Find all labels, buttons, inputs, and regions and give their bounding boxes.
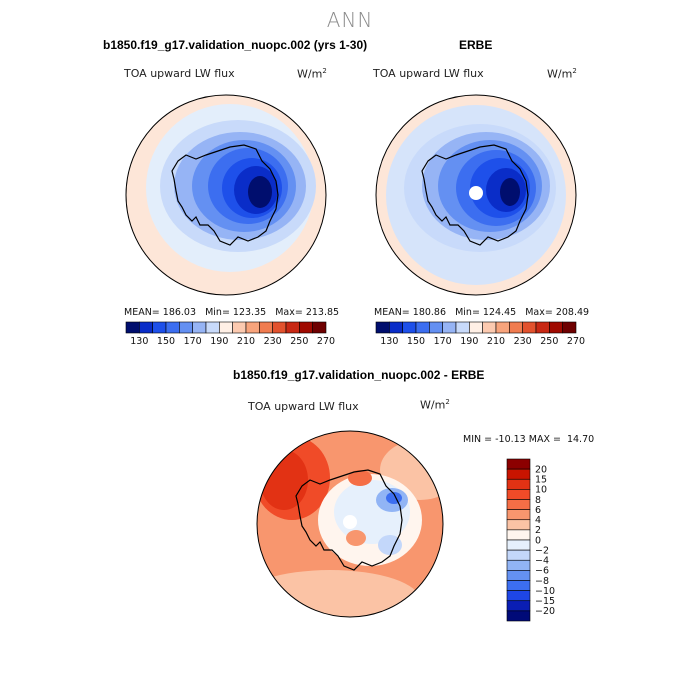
model-colorbar-tick-label: 130 [130,336,148,347]
model-colorbar-swatch [125,321,140,334]
model-units: W/m2 [297,67,327,81]
diff-colorbar-tick-label: 0 [535,535,541,546]
obs-colorbar-swatch [442,321,457,334]
diff-colorbar-tick-label: 20 [535,464,547,475]
model-colorbar-swatch [299,321,313,334]
model-colorbar-swatch [285,321,300,334]
obs-colorbar-tick-label: 150 [407,336,425,347]
diff-colorbar-swatch [506,468,531,480]
diff-colorbar-swatch [506,539,531,551]
obs-colorbar-swatch [469,321,483,334]
obs-colorbar-swatch [402,321,417,334]
obs-colorbar-tick-label: 190 [460,336,478,347]
diff-colorbar-tick-label: 2 [535,525,541,536]
diff-colorbar-tick-label: −8 [535,576,549,587]
obs-colorbar-tick-label: 170 [434,336,452,347]
model-polar-map [125,94,327,296]
model-colorbar: 130 150 170 190 210 230 250 270 [125,321,335,347]
diff-colorbar-swatch [506,529,531,541]
model-panel-title: b1850.f19_g17.validation_nuopc.002 (yrs … [103,38,368,52]
obs-colorbar-tick-label: 130 [380,336,398,347]
diff-polar-map [256,430,444,618]
model-colorbar-swatch [139,321,153,334]
obs-colorbar-swatch [535,321,550,334]
model-colorbar-tick-label: 170 [184,336,202,347]
model-colorbar-tick-label: 190 [210,336,228,347]
diff-colorbar-swatch [506,499,531,510]
obs-colorbar-swatch [429,321,443,334]
diff-colorbar-swatch [506,559,531,571]
model-colorbar-tick-label: 230 [264,336,282,347]
obs-colorbar-swatch [415,321,430,334]
diff-colorbar-swatch [506,509,531,521]
diff-colorbar-swatch [506,580,531,591]
diff-colorbar-tick-label: −15 [535,596,555,607]
obs-variable-label: TOA upward LW flux [373,67,484,80]
diff-colorbar-tick-label: 4 [535,515,541,526]
diff-colorbar-tick-label: 6 [535,505,541,516]
model-colorbar-swatch [312,321,327,334]
model-colorbar-swatch [152,321,167,334]
obs-colorbar-swatch [562,321,577,334]
diff-colorbar-swatch [506,458,531,470]
diff-colorbar-swatch [506,549,531,561]
obs-colorbar-tick-label: 250 [540,336,558,347]
model-colorbar-swatch [179,321,193,334]
obs-polar-map [375,94,577,296]
diff-units: W/m2 [420,398,450,412]
diff-colorbar-tick-label: −10 [535,586,555,597]
obs-colorbar-swatch [482,321,497,334]
season-title: ANN [326,8,374,32]
diff-stats: MIN = -10.13 MAX = 14.70 [463,434,595,445]
model-stats: MEAN= 186.03 Min= 123.35 Max= 213.85 [124,307,340,318]
model-colorbar-tick-label: 210 [237,336,255,347]
obs-colorbar-swatch [455,321,470,334]
obs-stats: MEAN= 180.86 Min= 124.45 Max= 208.49 [374,307,590,318]
obs-colorbar-swatch [522,321,537,334]
diff-colorbar-swatch [506,478,531,490]
obs-colorbar-tick-label: 230 [514,336,532,347]
diff-colorbar-swatch [506,519,531,531]
obs-colorbar-swatch [549,321,563,334]
obs-panel-title: ERBE [459,38,493,52]
diff-colorbar-tick-label: −2 [535,545,549,556]
diff-colorbar-swatch [506,610,531,622]
model-colorbar-swatch [232,321,247,334]
diff-colorbar-tick-label: −6 [535,566,549,577]
model-colorbar-swatch [259,321,273,334]
model-colorbar-swatch [245,321,260,334]
diff-colorbar-swatch [506,600,531,612]
model-colorbar-tick-label: 270 [317,336,335,347]
model-colorbar-swatch [165,321,180,334]
diff-colorbar-tick-label: 15 [535,475,547,486]
diff-colorbar-tick-label: 10 [535,485,547,496]
model-colorbar-swatch [205,321,220,334]
diff-colorbar-swatch [506,489,531,500]
model-variable-label: TOA upward LW flux [124,67,235,80]
model-colorbar-tick-label: 150 [157,336,175,347]
model-colorbar-swatch [219,321,233,334]
diff-colorbar-swatch [506,590,531,602]
obs-colorbar-tick-label: 270 [567,336,585,347]
model-colorbar-swatch [192,321,207,334]
diff-panel-title: b1850.f19_g17.validation_nuopc.002 - ERB… [233,368,485,382]
obs-colorbar-swatch [375,321,390,334]
obs-colorbar-swatch [389,321,403,334]
obs-colorbar-swatch [495,321,510,334]
diff-colorbar-tick-label: −4 [535,556,549,567]
obs-colorbar: 130 150 170 190 210 230 250 270 [375,321,585,347]
diff-colorbar-tick-label: −20 [535,606,555,617]
obs-colorbar-tick-label: 210 [487,336,505,347]
diff-variable-label: TOA upward LW flux [248,400,359,413]
model-colorbar-swatch [272,321,287,334]
obs-units: W/m2 [547,67,577,81]
diff-colorbar-tick-label: 8 [535,495,541,506]
model-colorbar-tick-label: 250 [290,336,308,347]
diff-colorbar-swatch [506,570,531,581]
obs-colorbar-swatch [509,321,523,334]
